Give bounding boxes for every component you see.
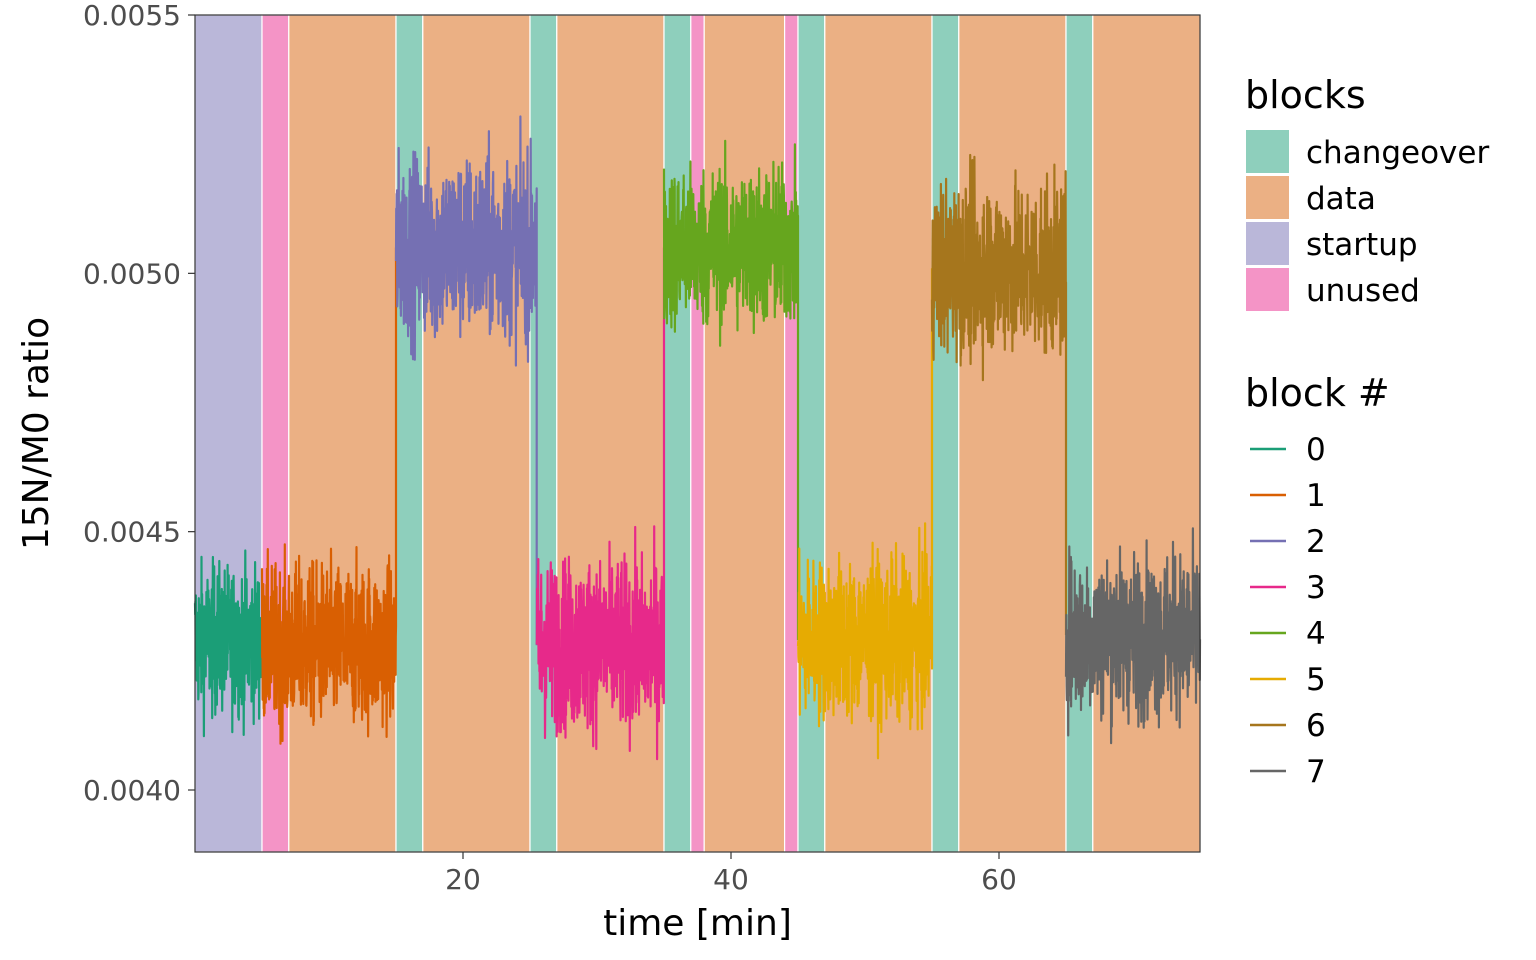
- block-changeover-7: [663, 14, 692, 853]
- y-tick-label: 0.0055: [83, 0, 181, 32]
- block-data-6: [556, 14, 665, 853]
- plot-panel-border: [194, 14, 1201, 853]
- y-axis-ticks: 0.0040 0.0045 0.0050 0.0055: [83, 0, 195, 807]
- legend-label-block-4: 4: [1306, 616, 1326, 652]
- series-line-3: [535, 247, 666, 761]
- block-changeover-15: [1065, 14, 1094, 853]
- x-axis-title: time [min]: [603, 903, 792, 944]
- legend-blocks-title: blocks: [1245, 73, 1366, 117]
- x-tick-label: 60: [981, 863, 1017, 896]
- block-data-9: [703, 14, 786, 853]
- y-tick-label: 0.0045: [83, 516, 181, 549]
- legend-blocks: blocks changeover data startup unused: [1245, 73, 1489, 311]
- series-line-7: [1064, 527, 1202, 745]
- legend-swatch-unused: [1246, 268, 1289, 311]
- legend-label-block-7: 7: [1306, 754, 1326, 790]
- legend-block-number-title: block #: [1245, 371, 1390, 415]
- series-line-5: [796, 268, 934, 760]
- legend-block-number: block # 0 1 2 3 4 5 6 7: [1245, 371, 1390, 790]
- x-tick-label: 40: [713, 863, 749, 896]
- block-changeover-5: [529, 14, 558, 853]
- block-data-16: [1092, 14, 1201, 853]
- legend-swatch-startup: [1246, 222, 1289, 265]
- legend-swatch-data: [1246, 176, 1289, 219]
- series-line-2: [394, 115, 538, 646]
- legend-label-block-0: 0: [1306, 432, 1326, 468]
- legend-label-changeover: changeover: [1306, 135, 1489, 171]
- series-lines: [193, 115, 1202, 761]
- series-line-0: [193, 549, 264, 738]
- block-changeover-3: [395, 14, 424, 853]
- legend-label-block-6: 6: [1306, 708, 1326, 744]
- series-line-1: [260, 247, 398, 745]
- background-blocks: [194, 14, 1201, 853]
- legend-label-block-1: 1: [1306, 478, 1326, 514]
- series-line-6: [930, 153, 1068, 635]
- block-unused-1: [261, 14, 290, 853]
- block-changeover-11: [797, 14, 826, 853]
- legend-label-block-2: 2: [1306, 524, 1326, 560]
- block-changeover-13: [931, 14, 960, 853]
- legend-label-data: data: [1306, 181, 1376, 217]
- legend-label-block-5: 5: [1306, 662, 1326, 698]
- x-tick-label: 20: [445, 863, 481, 896]
- series-line-4: [662, 139, 800, 641]
- x-axis-ticks: 20 40 60: [445, 852, 1017, 896]
- block-unused-8: [690, 14, 705, 853]
- block-unused-10: [783, 14, 799, 853]
- y-tick-label: 0.0050: [83, 257, 181, 290]
- y-axis-title: 15N/M0 ratio: [16, 317, 57, 550]
- legend-label-startup: startup: [1306, 227, 1418, 263]
- legend-label-unused: unused: [1306, 273, 1420, 309]
- block-data-2: [288, 14, 397, 853]
- y-tick-label: 0.0040: [83, 774, 181, 807]
- legend-swatch-changeover: [1246, 130, 1289, 173]
- block-startup-0: [194, 14, 263, 853]
- legend-label-block-3: 3: [1306, 570, 1326, 606]
- block-data-4: [422, 14, 531, 853]
- block-data-14: [958, 14, 1067, 853]
